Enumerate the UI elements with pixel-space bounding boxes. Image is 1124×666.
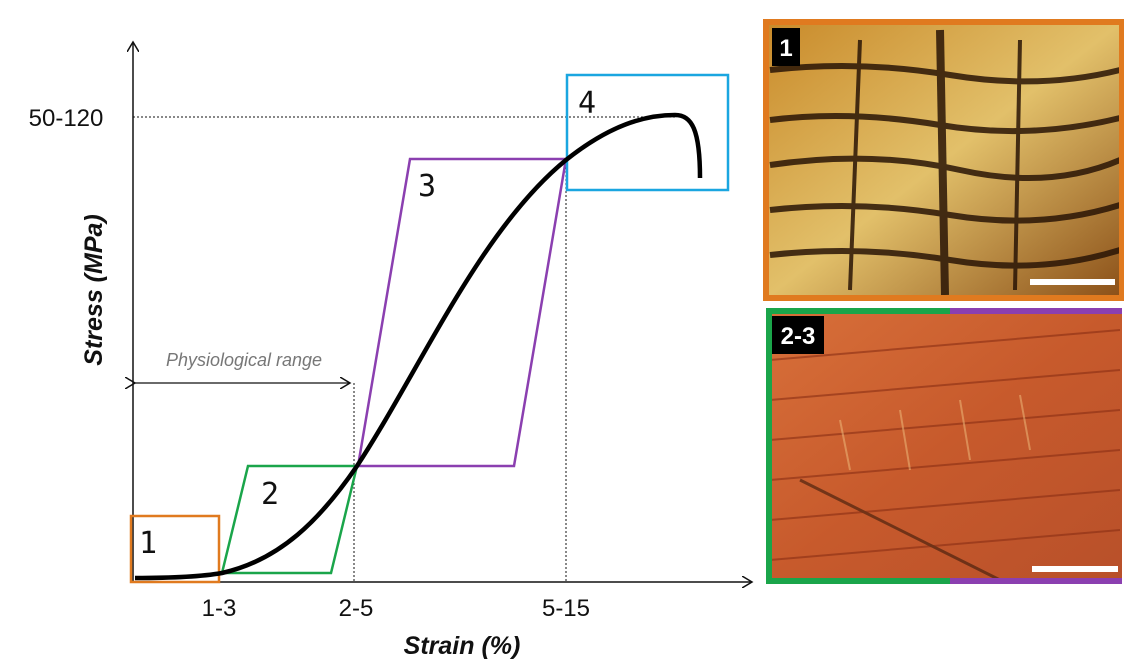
- range-label: Physiological range: [166, 350, 322, 370]
- image-label: 1: [779, 35, 792, 62]
- y-axis-label: Stress (MPa): [80, 214, 108, 365]
- region-label: 3: [418, 169, 436, 204]
- x-tick-label: 1-3: [202, 595, 237, 622]
- region-label: 2: [261, 477, 279, 512]
- region-3-box: [358, 159, 566, 466]
- region-2-box: [222, 466, 357, 573]
- figure: Physiological range 1 2 3 4 50-120 1-3 2…: [0, 0, 1124, 666]
- region-label: 1: [139, 526, 157, 561]
- micrograph-2-3: 2-3: [766, 308, 1122, 584]
- x-axis-label: Strain (%): [404, 632, 521, 660]
- y-tick-label: 50-120: [29, 105, 104, 132]
- image-label: 2-3: [781, 323, 816, 350]
- x-tick-label: 2-5: [339, 595, 374, 622]
- region-label: 4: [578, 86, 596, 121]
- x-tick-label: 5-15: [542, 595, 590, 622]
- micrograph-1: 1: [766, 22, 1122, 298]
